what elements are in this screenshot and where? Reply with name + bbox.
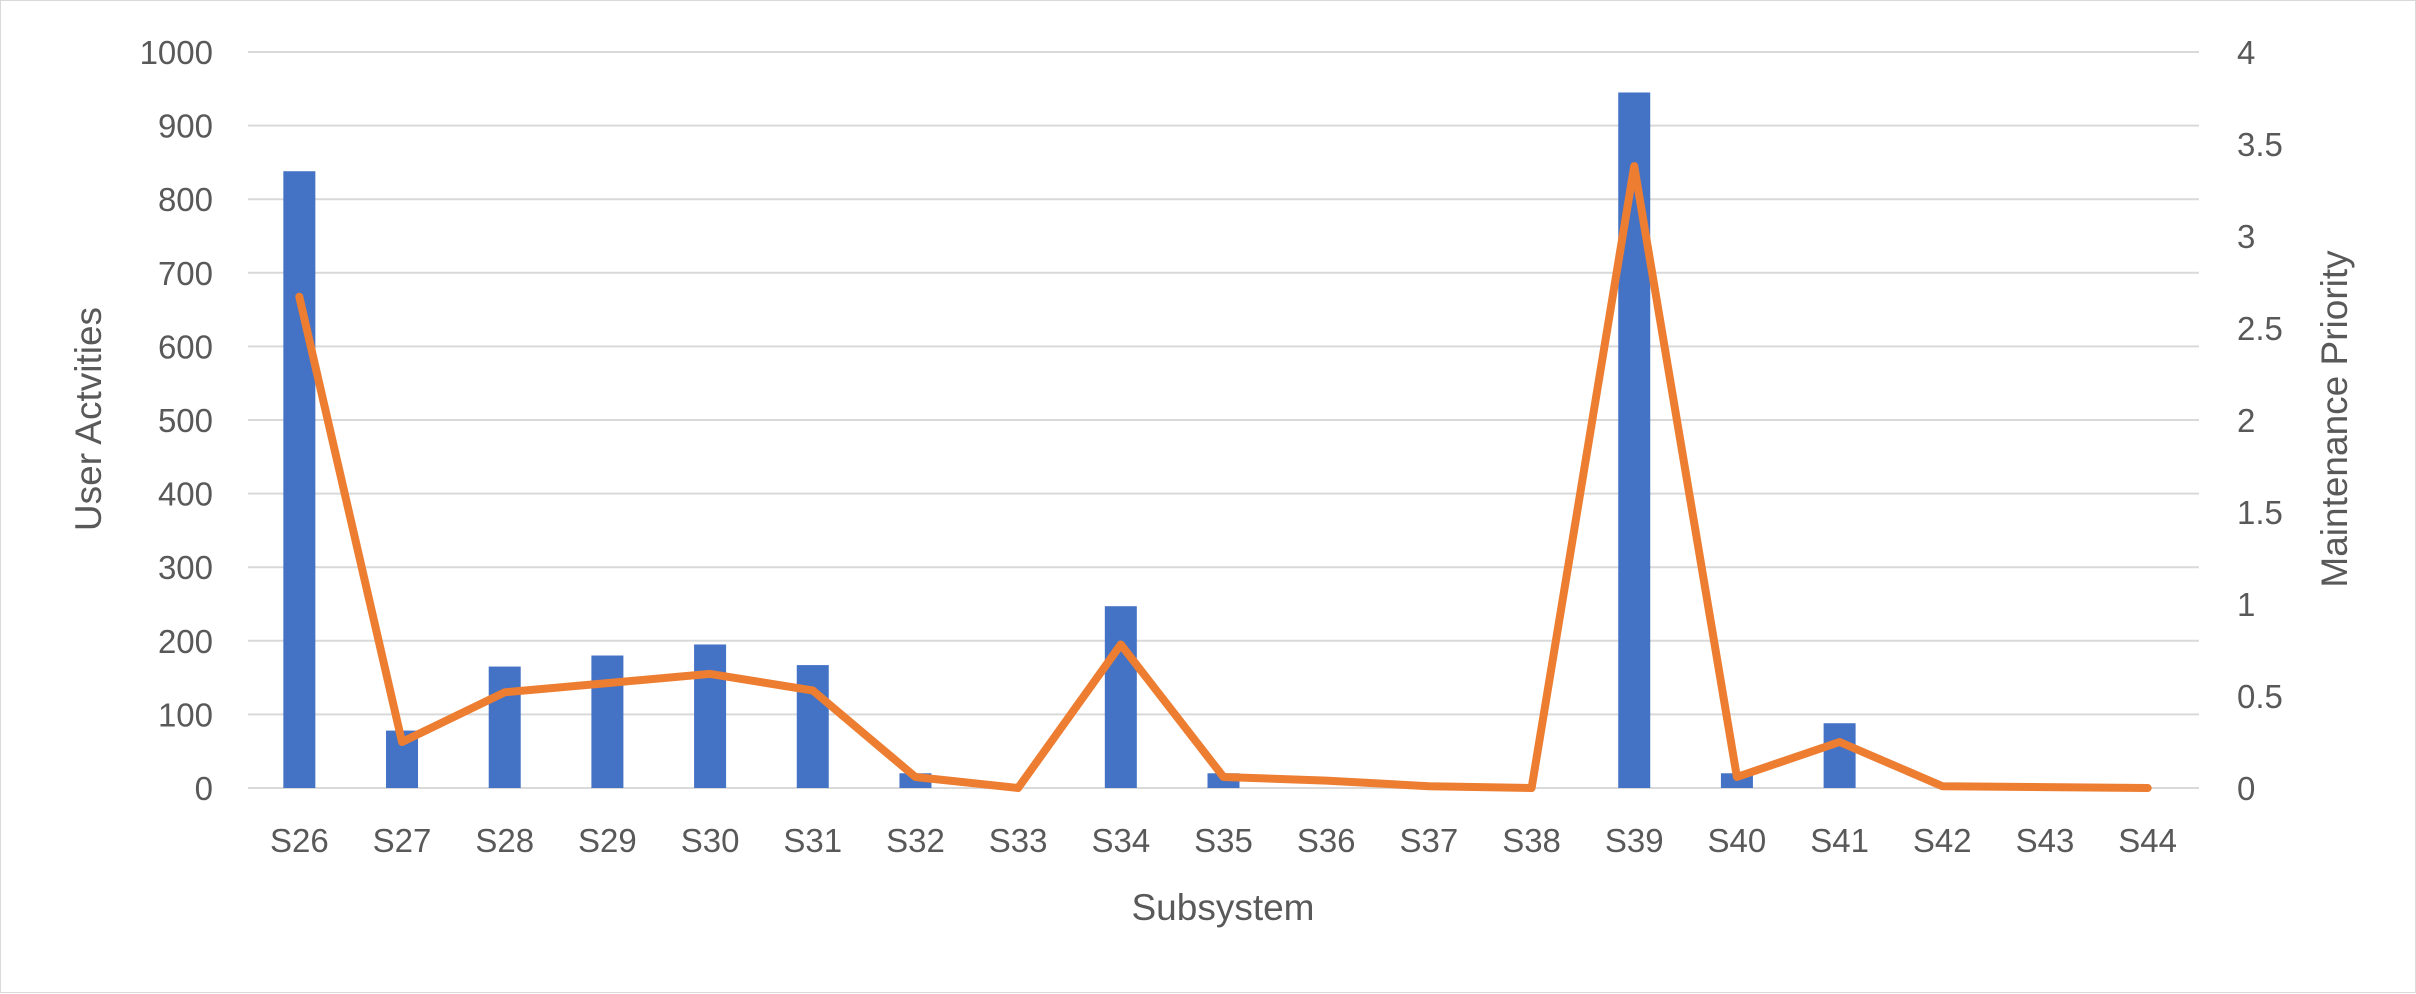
left-axis-tick-label: 0 bbox=[195, 770, 213, 807]
x-axis-tick-label: S38 bbox=[1502, 822, 1561, 859]
x-axis-tick-label: S37 bbox=[1400, 822, 1459, 859]
left-axis-tick-label: 800 bbox=[158, 181, 213, 218]
x-axis-tick-label: S41 bbox=[1810, 822, 1869, 859]
bar bbox=[283, 171, 316, 788]
x-axis-tick-label: S32 bbox=[886, 822, 945, 859]
x-axis-tick-label: S29 bbox=[578, 822, 637, 859]
left-axis-tick-label: 900 bbox=[158, 108, 213, 145]
x-axis-tick-label: S36 bbox=[1297, 822, 1356, 859]
x-axis-ticks: S26 S27 S28 S29 S30 S31 S32 S33 S34 S35 S36 S37 S38 S… bbox=[270, 822, 2177, 859]
x-axis-tick-label: S40 bbox=[1708, 822, 1767, 859]
right-axis-ticks: 0 0.5 1 1.5 2 2.5 3 3.5 4 bbox=[2237, 34, 2283, 807]
x-axis-tick-label: S35 bbox=[1194, 822, 1253, 859]
line-series-maintenance-priority bbox=[295, 162, 2152, 792]
left-axis-tick-label: 300 bbox=[158, 549, 213, 586]
bar bbox=[1104, 606, 1137, 788]
right-axis-tick-label: 4 bbox=[2237, 34, 2255, 71]
x-axis-tick-label: S30 bbox=[681, 822, 740, 859]
left-axis-title: User Actvities bbox=[68, 307, 109, 531]
bar-series-user-activities bbox=[283, 92, 1856, 789]
x-axis-tick-label: S27 bbox=[373, 822, 432, 859]
x-axis-tick-label: S28 bbox=[475, 822, 534, 859]
x-axis-tick-label: S34 bbox=[1091, 822, 1150, 859]
x-axis-tick-label: S39 bbox=[1605, 822, 1664, 859]
bar bbox=[488, 666, 521, 788]
left-axis-ticks: 0 100 200 300 400 500 600 700 800 900 1000 bbox=[140, 34, 213, 807]
right-axis-tick-label: 1.5 bbox=[2237, 494, 2283, 531]
right-axis-tick-label: 2 bbox=[2237, 402, 2255, 439]
right-axis-tick-label: 3.5 bbox=[2237, 126, 2283, 163]
bar bbox=[796, 665, 829, 788]
bar bbox=[694, 644, 727, 788]
x-axis-tick-label: S42 bbox=[1913, 822, 1972, 859]
left-axis-tick-label: 400 bbox=[158, 476, 213, 513]
right-axis-tick-label: 2.5 bbox=[2237, 310, 2283, 347]
right-axis-title: Maintenance Priority bbox=[2314, 250, 2355, 588]
series-line bbox=[295, 162, 2152, 792]
right-axis-tick-label: 3 bbox=[2237, 218, 2255, 255]
right-axis-tick-label: 0.5 bbox=[2237, 678, 2283, 715]
left-axis-tick-label: 500 bbox=[158, 402, 213, 439]
right-axis-tick-label: 0 bbox=[2237, 770, 2255, 807]
x-axis-tick-label: S26 bbox=[270, 822, 329, 859]
left-axis-tick-label: 200 bbox=[158, 623, 213, 660]
left-axis-tick-label: 700 bbox=[158, 255, 213, 292]
gridlines bbox=[248, 51, 2199, 789]
left-axis-tick-label: 1000 bbox=[140, 34, 213, 71]
left-axis-tick-label: 100 bbox=[158, 696, 213, 733]
x-axis-tick-label: S31 bbox=[783, 822, 842, 859]
bar bbox=[1823, 723, 1856, 788]
bar bbox=[591, 655, 624, 788]
bar bbox=[1618, 92, 1651, 789]
x-axis-tick-label: S43 bbox=[2016, 822, 2075, 859]
x-axis-tick-label: S44 bbox=[2118, 822, 2177, 859]
x-axis-tick-label: S33 bbox=[989, 822, 1048, 859]
right-axis-tick-label: 1 bbox=[2237, 586, 2255, 623]
x-axis-title: Subsystem bbox=[1131, 887, 1314, 928]
left-axis-tick-label: 600 bbox=[158, 328, 213, 365]
